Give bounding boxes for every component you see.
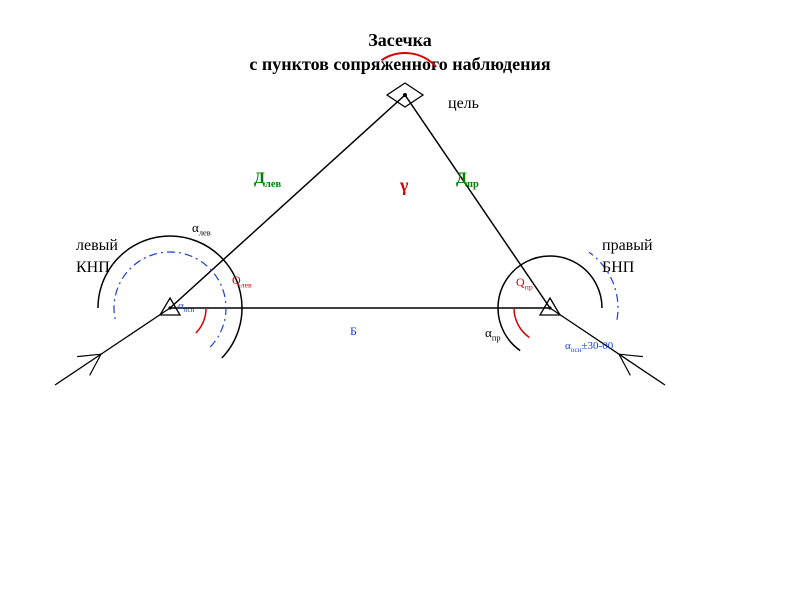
d-right-label: Дпр: [456, 170, 479, 190]
diagram-svg: [0, 0, 800, 600]
alpha-left-label: αлев: [192, 220, 211, 238]
d-left-label: Длев: [254, 170, 281, 190]
q-right-label: Qпр: [516, 275, 533, 291]
gamma-label: γ: [400, 175, 408, 196]
target-label: цель: [448, 95, 479, 113]
right-station-label-1: правый: [602, 237, 653, 255]
q-left-label: Qлев: [232, 273, 252, 289]
left-station-label-1: левый: [76, 237, 118, 255]
baseline-label: Б: [350, 324, 357, 339]
alpha-osn-right-label: αосн±30-00: [565, 340, 613, 354]
left-station-label-2: КНП: [76, 259, 110, 277]
right-station-label-2: БНП: [602, 259, 634, 277]
diagram-stage: Засечка с пунктов сопряженного наблюдени…: [0, 0, 800, 600]
alpha-osn-left-label: αосн: [178, 300, 195, 314]
alpha-right-label: αпр: [485, 325, 501, 343]
